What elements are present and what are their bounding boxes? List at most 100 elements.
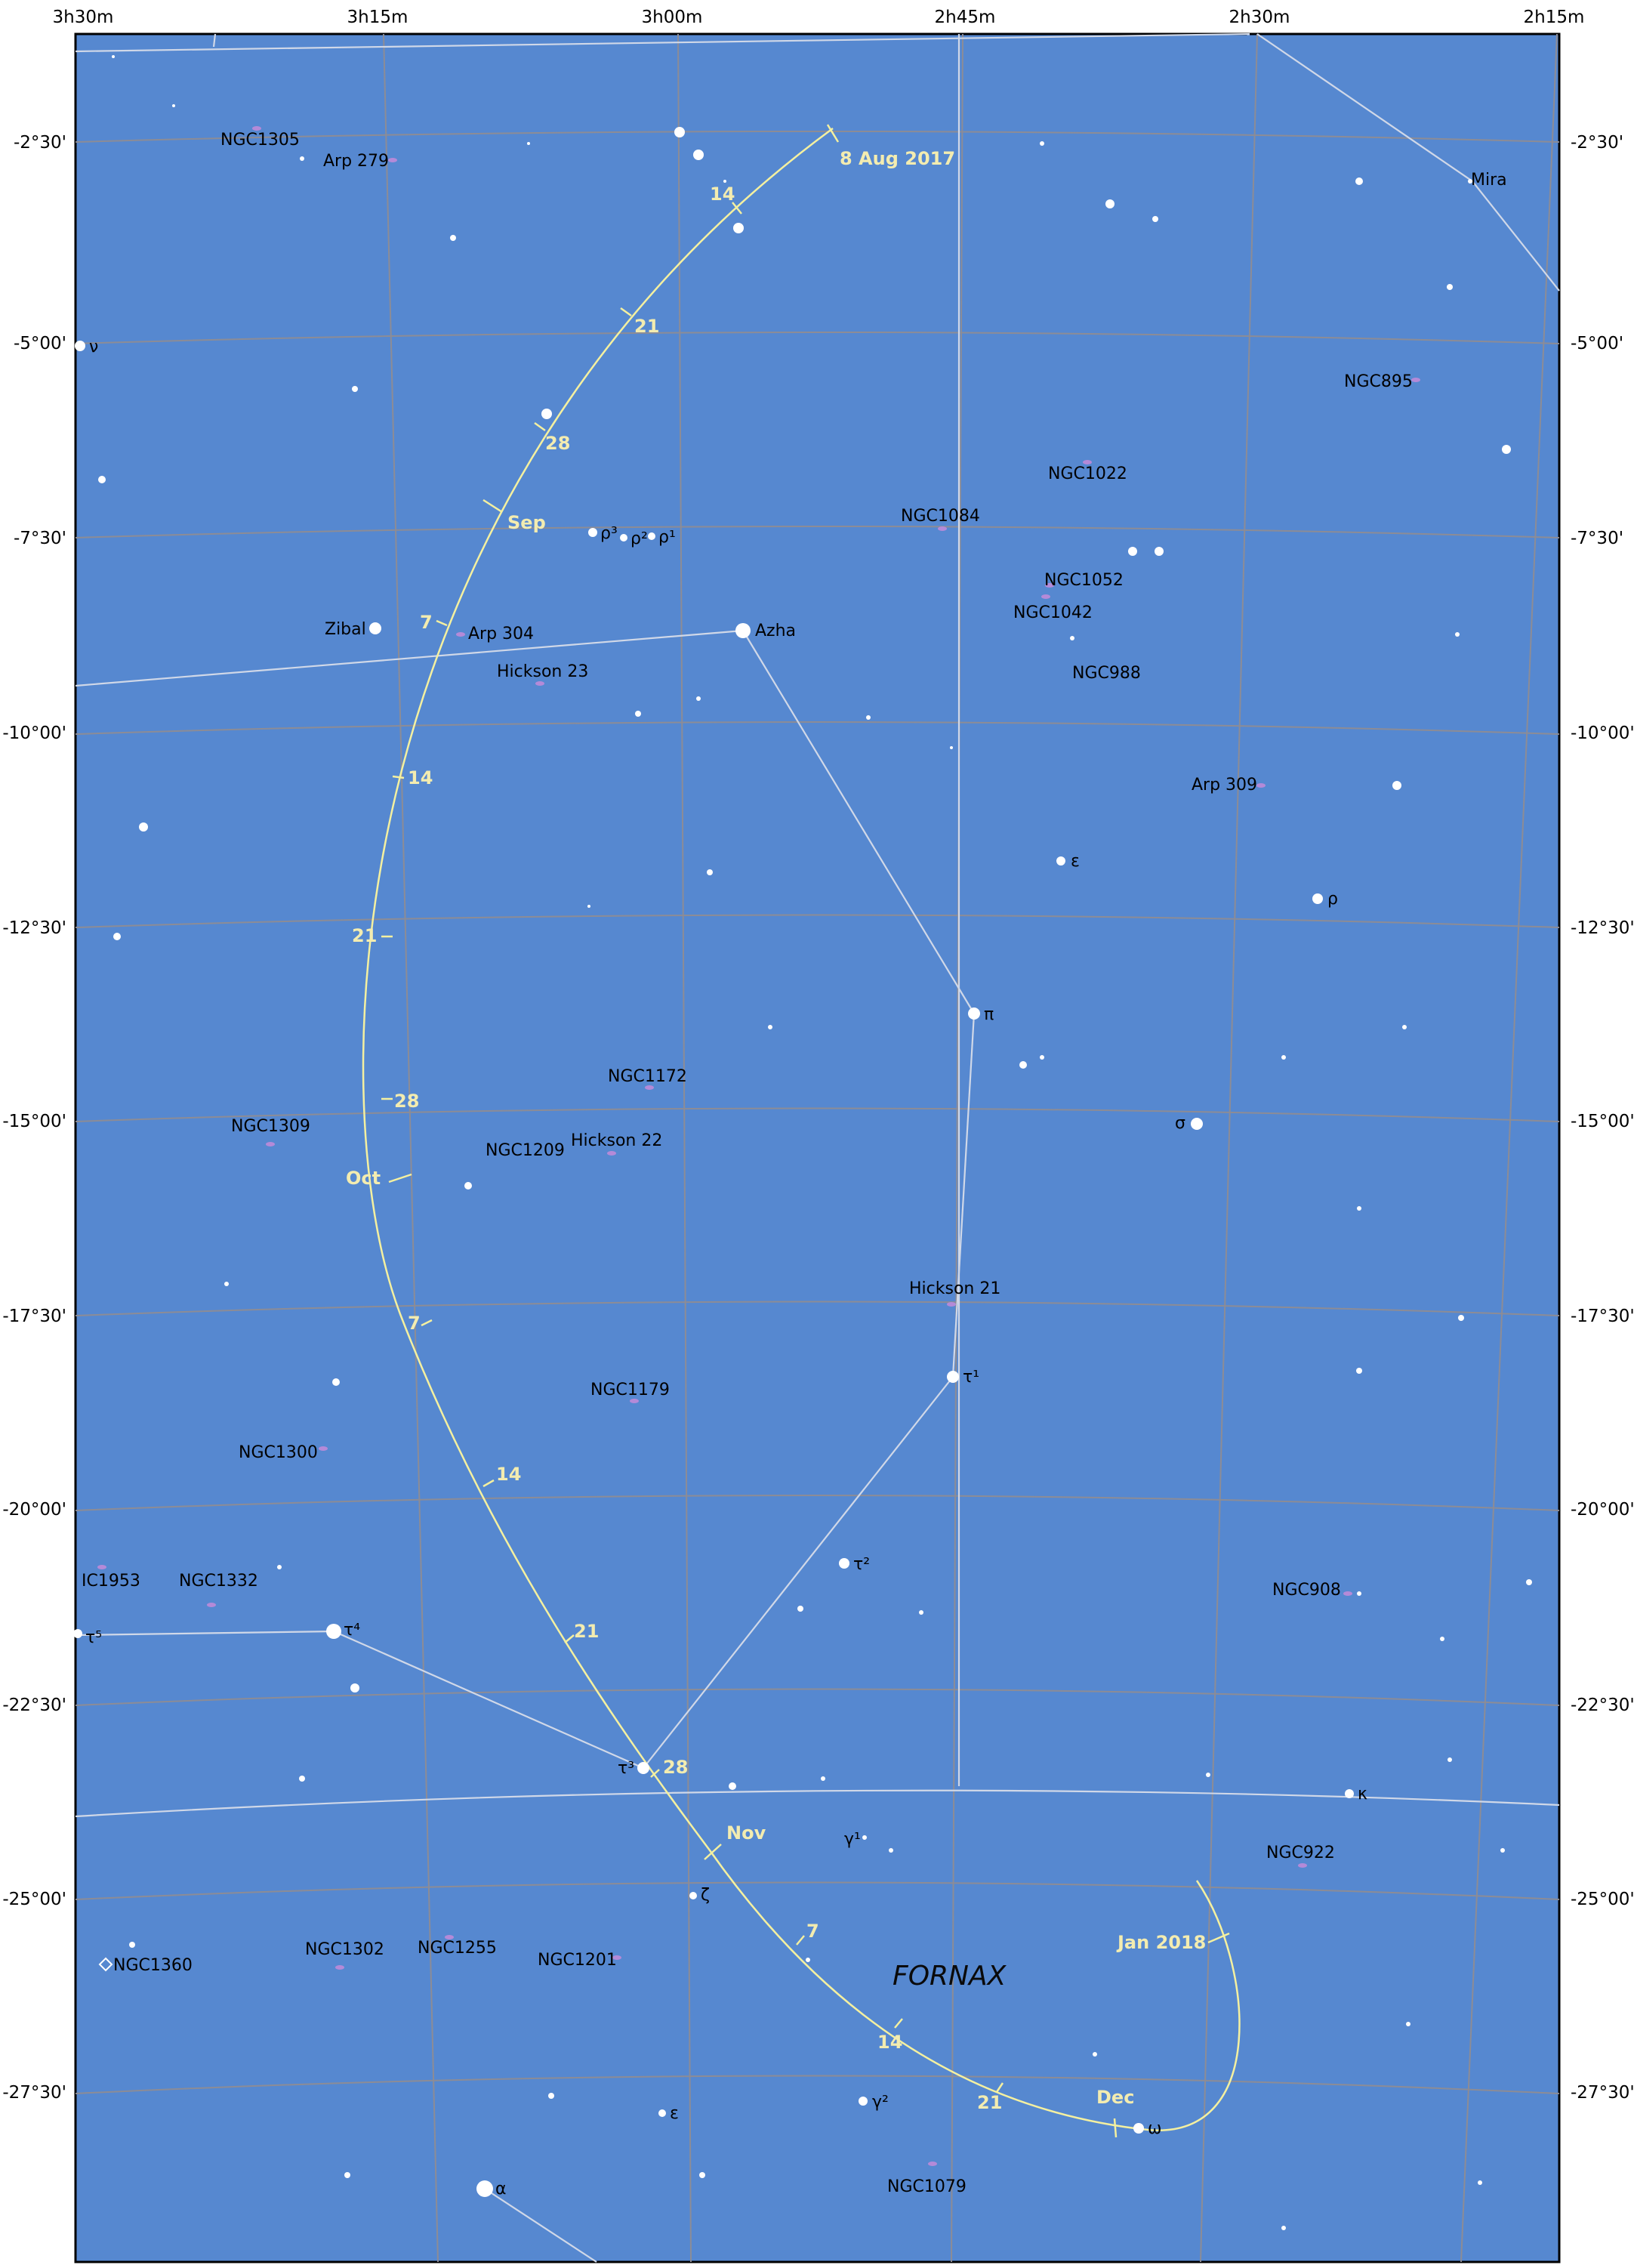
dec-label: -15°00' [1571,1112,1634,1131]
background-star [919,1610,923,1615]
dso-label-ngc1052: NGC1052 [1044,571,1124,590]
star-marker-rho-right [1312,893,1323,904]
dso-label-ngc922: NGC922 [1266,1844,1335,1862]
dec-line-7-30 [75,526,1560,538]
dso-label-ngc1305: NGC1305 [220,131,300,150]
background-star [139,822,148,832]
background-star [768,1025,772,1029]
background-star [98,476,106,483]
dec-line-10-00 [75,721,1560,735]
dso-label-ngc1332: NGC1332 [179,1572,258,1591]
dso-label-ngc1201: NGC1201 [538,1951,617,1970]
star-marker-epsilon-lower [658,2109,666,2117]
path-tick [1207,1932,1230,1944]
background-star [1447,284,1453,290]
ra-axis: 3h30m 3h15m 3h00m 2h45m 2h30m 2h15m [53,8,1585,27]
background-star [1070,636,1074,640]
star-marker-gamma2 [859,2097,868,2106]
background-star [1406,2022,1410,2026]
path-day-label: 14 [408,767,433,788]
dso-label-ngc1300: NGC1300 [239,1443,318,1462]
path-day-label: 7 [806,1921,819,1942]
background-star [450,235,456,241]
star-label-gamma1: γ¹ [844,1830,861,1849]
galaxy-ngc1052 [1045,583,1054,588]
ra-label: 2h30m [1229,8,1290,27]
star-labels: ν Mira Zibal Azha ρ³ ρ² ρ¹ ε ρ π σ τ¹ τ²… [85,171,1507,2199]
background-star [729,1782,736,1790]
background-stars [98,55,1532,2230]
star-marker-tau2 [839,1558,849,1569]
dec-label: -2°30' [1571,133,1623,153]
dec-line-20-00 [75,1495,1560,1511]
galaxy-ngc1201 [612,1955,621,1960]
background-star [635,711,641,717]
background-star [1357,1591,1361,1596]
background-star [112,55,115,58]
path-tick [564,1634,575,1643]
dec-axis-right: -2°30' -5°00' -7°30' -10°00' -12°30' -15… [1571,133,1634,2103]
background-star [1040,1055,1044,1060]
path-day-label: 14 [710,184,735,205]
background-star [224,1282,229,1286]
deep-sky-labels: NGC1305 Arp 279 NGC895 NGC1022 NGC1084 N… [82,131,1413,2196]
galaxy-ic1953 [97,1565,106,1569]
background-star [1402,1025,1407,1029]
dso-label-ngc1309: NGC1309 [231,1117,310,1136]
star-label-tau3: τ³ [618,1759,634,1778]
background-star [587,905,590,908]
star-label-zibal: Zibal [325,620,366,639]
star-label-tau1: τ¹ [963,1368,979,1387]
path-day-label: 21 [352,925,377,946]
galaxy-hickson23 [535,681,544,686]
dec-label: -12°30' [2,918,66,938]
path-tick [1113,2118,1118,2138]
star-label-gamma2: γ² [872,2093,889,2112]
constellation-line-segment [212,33,217,48]
galaxy-hickson22 [607,1151,616,1156]
galaxy-ngc1332 [207,1603,216,1607]
background-star [1105,199,1115,208]
background-star [1093,2052,1097,2057]
constellation-line-segment [75,1630,335,1637]
star-label-epsilon-upper: ε [1071,852,1080,871]
galaxy-ngc895 [1411,378,1420,382]
star-label-zeta: ζ [701,1886,710,1905]
background-star [707,869,713,875]
galaxy-arp309 [1256,783,1266,788]
star-label-rho1: ρ¹ [658,528,676,547]
dec-line-2-30 [75,131,1560,143]
path-tick [482,498,503,514]
background-star [344,2172,350,2178]
background-star [352,386,358,392]
galaxy-ngc1172 [645,1085,654,1090]
dec-label: -2°30' [14,133,66,153]
background-star [699,2172,705,2178]
dso-label-ngc1079: NGC1079 [887,2177,967,2196]
galaxy-ngc1305 [252,126,261,131]
dec-label: -17°30' [2,1307,66,1326]
background-star [113,933,121,940]
background-star [1458,1315,1464,1321]
dec-line-17-30 [75,1301,1560,1316]
dso-label-ngc1042: NGC1042 [1013,603,1093,622]
dso-label-ngc1179: NGC1179 [590,1381,670,1399]
background-star [1019,1061,1027,1069]
galaxy-ngc1022 [1083,460,1092,464]
dso-label-ngc1302: NGC1302 [305,1940,384,1959]
dso-label-ngc895: NGC895 [1344,372,1413,391]
star-marker-path-c [733,223,744,233]
star-marker-omega [1133,2123,1144,2134]
background-star [1040,141,1044,146]
constellation-line-segment [742,630,975,1014]
background-star [1206,1773,1210,1777]
star-marker-zeta [689,1892,697,1899]
path-month-label: Sep [507,512,546,533]
star-marker-tau4 [326,1624,341,1639]
path-month-label: Oct [346,1168,381,1189]
galaxy-arp304 [456,632,465,637]
background-star [1392,781,1401,790]
dec-label: -22°30' [2,1696,66,1715]
ra-line-2h15m [1460,33,1558,2263]
star-marker-zibal [369,622,381,634]
